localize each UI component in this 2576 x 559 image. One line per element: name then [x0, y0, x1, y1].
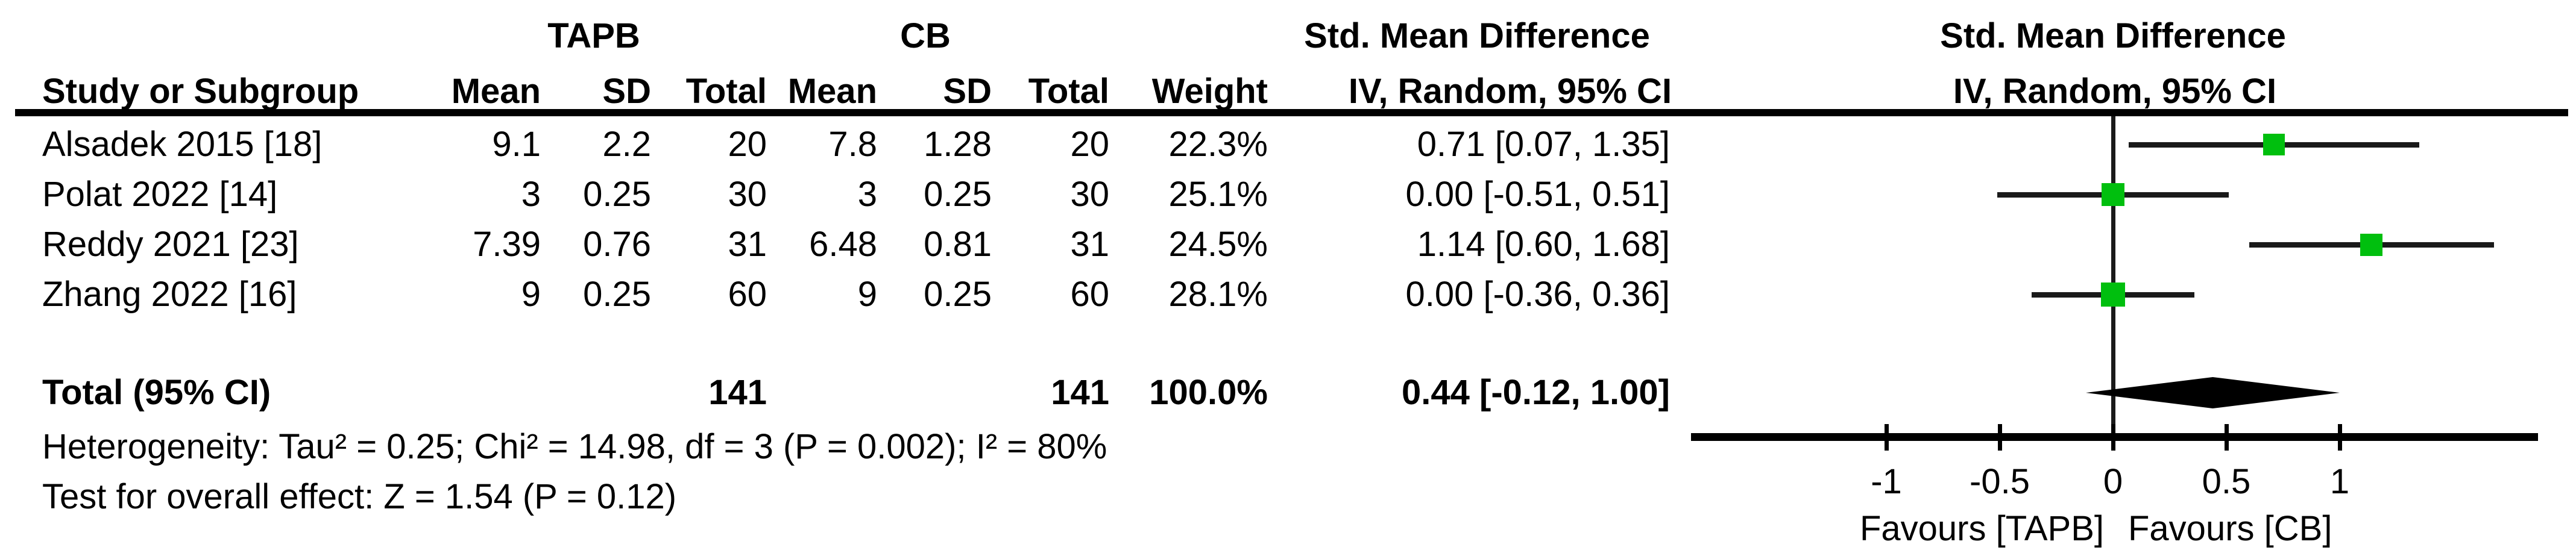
- tapb-total-value: 31: [728, 225, 767, 264]
- axis-tick-label: -1: [1871, 462, 1902, 501]
- tapb-mean-header: Mean: [451, 72, 541, 111]
- total-tapb-n: 141: [708, 373, 767, 412]
- study-column-header: Study or Subgroup: [42, 72, 359, 111]
- axis-tick: [1998, 424, 2002, 451]
- tapb-total-header: Total: [685, 72, 767, 111]
- ci-text-value: 0.00 [-0.51, 0.51]: [1405, 175, 1670, 214]
- iv-table-header: IV, Random, 95% CI: [1348, 72, 1672, 111]
- axis-tick: [2338, 424, 2342, 451]
- favours-left-label: Favours [TAPB]: [1859, 509, 2104, 548]
- total-ci-text: 0.44 [-0.12, 1.00]: [1402, 373, 1670, 412]
- ci-text-value: 0.00 [-0.36, 0.36]: [1405, 275, 1670, 314]
- cb-total-value: 30: [1070, 175, 1109, 214]
- cb-mean-value: 7.8: [828, 125, 877, 164]
- iv-plot-header: IV, Random, 95% CI: [1953, 72, 2277, 111]
- axis-tick: [2111, 424, 2115, 451]
- tapb-sd-value: 0.76: [583, 225, 651, 264]
- ci-text-value: 1.14 [0.60, 1.68]: [1417, 225, 1670, 264]
- cb-sd-value: 1.28: [924, 125, 992, 164]
- smd-table-header: Std. Mean Difference: [1304, 16, 1650, 55]
- axis-tick-label: 1: [2329, 462, 2350, 501]
- tapb-sd-header: SD: [602, 72, 651, 111]
- tapb-total-value: 30: [728, 175, 767, 214]
- header-rule: [15, 109, 2568, 116]
- study-label: Reddy 2021 [23]: [42, 225, 299, 264]
- tapb-sd-value: 2.2: [602, 125, 651, 164]
- total-cb-n: 141: [1051, 373, 1109, 412]
- total-weight: 100.0%: [1149, 373, 1268, 412]
- effect-square: [2360, 233, 2383, 256]
- study-label: Zhang 2022 [16]: [42, 275, 297, 314]
- smd-plot-header: Std. Mean Difference: [1940, 16, 2286, 55]
- weight-value: 22.3%: [1168, 125, 1268, 164]
- tapb-mean-value: 3: [521, 175, 541, 214]
- tapb-sd-value: 0.25: [583, 275, 651, 314]
- tapb-total-value: 60: [728, 275, 767, 314]
- cb-sd-value: 0.81: [924, 225, 992, 264]
- cb-mean-value: 9: [857, 275, 877, 314]
- study-label: Polat 2022 [14]: [42, 175, 278, 214]
- cb-sd-value: 0.25: [924, 275, 992, 314]
- cb-mean-value: 3: [857, 175, 877, 214]
- cb-sd-value: 0.25: [924, 175, 992, 214]
- axis-tick: [2225, 424, 2229, 451]
- cb-total-value: 60: [1070, 275, 1109, 314]
- cb-total-value: 31: [1070, 225, 1109, 264]
- weight-header: Weight: [1151, 72, 1268, 111]
- tapb-mean-value: 9: [521, 275, 541, 314]
- ci-text-value: 0.71 [0.07, 1.35]: [1417, 125, 1670, 164]
- cb-sd-header: SD: [943, 72, 992, 111]
- study-label: Alsadek 2015 [18]: [42, 125, 323, 164]
- total-row-label: Total (95% CI): [42, 373, 271, 412]
- tapb-mean-value: 7.39: [473, 225, 541, 264]
- heterogeneity-note: Heterogeneity: Tau² = 0.25; Chi² = 14.98…: [42, 427, 1107, 466]
- axis-tick-label: 0: [2103, 462, 2123, 501]
- zero-reference-line: [2111, 116, 2115, 437]
- effect-square: [2101, 283, 2125, 307]
- cb-total-value: 20: [1070, 125, 1109, 164]
- tapb-total-value: 20: [728, 125, 767, 164]
- weight-value: 24.5%: [1168, 225, 1268, 264]
- effect-square: [2102, 183, 2124, 206]
- tapb-mean-value: 9.1: [492, 125, 541, 164]
- cb-total-header: Total: [1028, 72, 1109, 111]
- axis-tick: [1885, 424, 1889, 451]
- tapb-group-header: TAPB: [547, 16, 640, 55]
- favours-right-label: Favours [CB]: [2128, 509, 2332, 548]
- axis-tick-label: -0.5: [1970, 462, 2030, 501]
- weight-value: 25.1%: [1168, 175, 1268, 214]
- pooled-diamond: [2085, 377, 2340, 408]
- axis-tick-label: 0.5: [2202, 462, 2251, 501]
- cb-mean-value: 6.48: [809, 225, 877, 264]
- cb-group-header: CB: [900, 16, 951, 55]
- effect-square: [2263, 134, 2285, 155]
- weight-value: 28.1%: [1168, 275, 1268, 314]
- cb-mean-header: Mean: [787, 72, 877, 111]
- tapb-sd-value: 0.25: [583, 175, 651, 214]
- overall-effect-note: Test for overall effect: Z = 1.54 (P = 0…: [42, 477, 677, 516]
